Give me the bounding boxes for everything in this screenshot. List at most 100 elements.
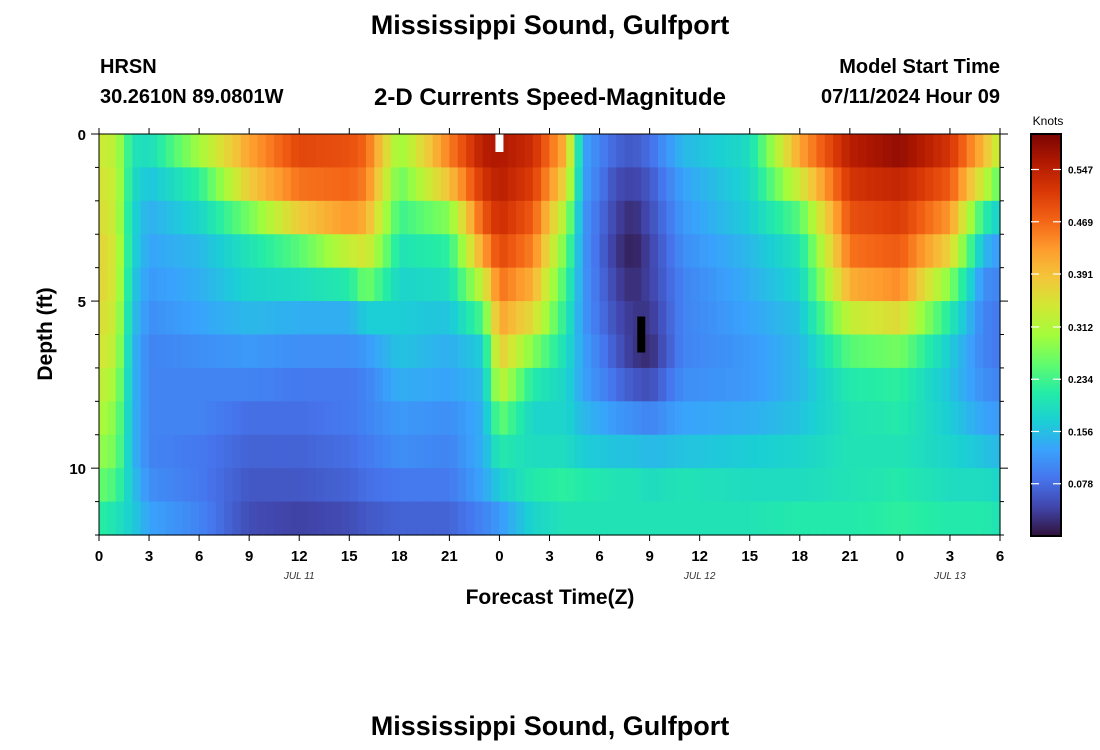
heatmap-cell (749, 267, 759, 302)
heatmap-cell (299, 434, 309, 469)
heatmap-cell (891, 234, 901, 269)
heatmap-cell (691, 501, 701, 536)
heatmap-cell (824, 167, 834, 202)
heatmap-cell (390, 367, 400, 402)
heatmap-cell (165, 468, 175, 503)
heatmap-cell (708, 134, 717, 169)
heatmap-cell (157, 401, 167, 436)
heatmap-cell (666, 334, 676, 369)
heatmap-cell (215, 267, 225, 302)
heatmap-cell (441, 434, 450, 469)
heatmap-cell (257, 267, 267, 302)
heatmap-cell (974, 267, 984, 302)
heatmap-cell (174, 501, 184, 536)
heatmap-cell (891, 134, 901, 169)
heatmap-cell (199, 367, 209, 402)
heatmap-cell (190, 434, 200, 469)
heatmap-cell (432, 267, 442, 302)
heatmap-cell (816, 401, 826, 436)
heatmap-cell (416, 367, 425, 402)
heatmap-cell (632, 367, 642, 402)
heatmap-cell (691, 434, 701, 469)
heatmap-cell (808, 200, 818, 235)
heatmap-cell (983, 401, 993, 436)
heatmap-cell (499, 267, 509, 302)
heatmap-cell (883, 367, 893, 402)
heatmap-cell (924, 434, 934, 469)
heatmap-cell (374, 134, 384, 169)
heatmap-cell (307, 434, 317, 469)
heatmap-cell (958, 301, 968, 336)
heatmap-cell (249, 134, 259, 169)
heatmap-cell (899, 301, 909, 336)
heatmap-cell (657, 468, 667, 503)
heatmap-cell (424, 468, 434, 503)
heatmap-cell (699, 501, 709, 536)
model-start-label: Model Start Time (839, 56, 1000, 78)
heatmap-cell (974, 301, 984, 336)
heatmap-cell (232, 301, 242, 336)
missing-cell (637, 316, 646, 353)
heatmap-cell (332, 367, 342, 402)
heatmap-cell (599, 468, 609, 503)
heatmap-cell (466, 134, 476, 169)
heatmap-cell (466, 401, 476, 436)
heatmap-cell (966, 401, 976, 436)
heatmap-cell (833, 468, 843, 503)
heatmap-cell (607, 367, 617, 402)
heatmap-cell (424, 367, 434, 402)
heatmap-cell (599, 301, 609, 336)
heatmap-cell (774, 167, 784, 202)
heatmap-cell (274, 301, 284, 336)
heatmap-cell (599, 501, 609, 536)
heatmap-cell (449, 334, 459, 369)
heatmap-cell (708, 200, 717, 235)
heatmap-cell (849, 334, 859, 369)
heatmap-cell (841, 334, 851, 369)
heatmap-cell (557, 367, 567, 402)
heatmap-cell (783, 301, 793, 336)
heatmap-cell (941, 434, 951, 469)
heatmap-cell (799, 167, 809, 202)
heatmap-cell (899, 434, 909, 469)
heatmap-cell (507, 367, 517, 402)
heatmap-cell (858, 267, 868, 302)
heatmap-cell (290, 134, 300, 169)
heatmap-cell (332, 468, 342, 503)
heatmap-cell (799, 468, 809, 503)
heatmap-cell (482, 200, 492, 235)
heatmap-cell (365, 334, 375, 369)
heatmap-cell (474, 267, 484, 302)
heatmap-cell (507, 468, 517, 503)
heatmap-cell (674, 234, 684, 269)
heatmap-cell (374, 267, 384, 302)
heatmap-cell (399, 501, 409, 536)
heatmap-cell (716, 200, 726, 235)
heatmap-cell (149, 134, 158, 169)
heatmap-cell (949, 334, 959, 369)
heatmap-cell (174, 301, 184, 336)
heatmap-cell (841, 200, 851, 235)
heatmap-cell (482, 301, 492, 336)
heatmap-cell (99, 134, 108, 169)
heatmap-cell (791, 134, 801, 169)
heatmap-cell (599, 367, 609, 402)
heatmap-cell (799, 367, 809, 402)
heatmap-cell (699, 334, 709, 369)
heatmap-cell (766, 200, 776, 235)
heatmap-cell (432, 501, 442, 536)
heatmap-cell (891, 200, 901, 235)
heatmap-cell (215, 367, 225, 402)
heatmap-cell (399, 267, 409, 302)
heatmap-cell (733, 367, 742, 402)
heatmap-cell (958, 501, 968, 536)
heatmap-cell (641, 234, 651, 269)
heatmap-cell (733, 468, 742, 503)
heatmap-cell (883, 434, 893, 469)
heatmap-cell (157, 501, 167, 536)
heatmap-cells (99, 134, 1001, 536)
heatmap-cell (532, 167, 542, 202)
heatmap-cell (983, 468, 993, 503)
heatmap-cell (349, 134, 359, 169)
missing-cell (495, 134, 504, 152)
